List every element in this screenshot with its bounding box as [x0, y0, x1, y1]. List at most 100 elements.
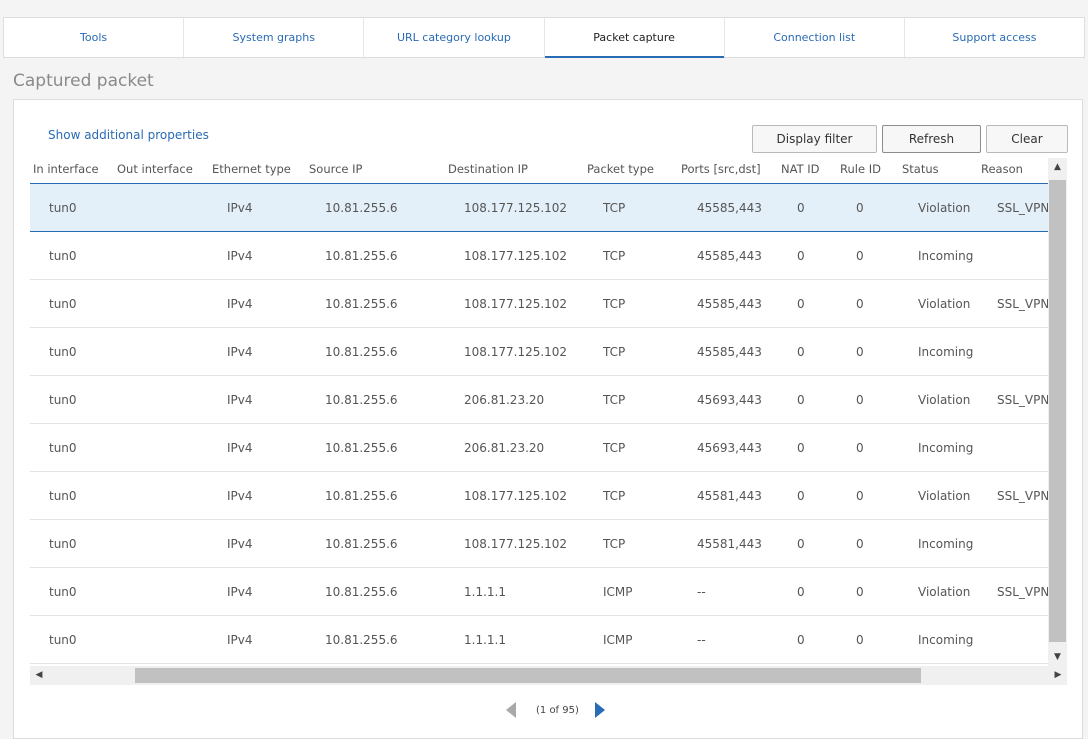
- cell-rule-id: 0: [856, 345, 864, 359]
- cell-destination-ip: 206.81.23.20: [464, 393, 545, 407]
- cell-nat-id: 0: [797, 441, 805, 455]
- table-row[interactable]: tun0 IPv4 10.81.255.6 1.1.1.1 ICMP -- 0 0 Incomi…: [30, 616, 1048, 664]
- packet-table: In interface Out interface Ethernet type…: [30, 158, 1048, 666]
- show-additional-properties-link[interactable]: Show additional properties: [48, 128, 209, 142]
- scroll-right-icon[interactable]: ▶: [1054, 670, 1062, 680]
- table-row[interactable]: tun0 IPv4 10.81.255.6 108.177.125.102 TCP 455…: [30, 280, 1048, 328]
- page-info: (1 of 95): [536, 704, 579, 716]
- scroll-up-icon[interactable]: ▲: [1054, 162, 1061, 172]
- cell-status: Violation: [918, 489, 971, 503]
- next-page-icon[interactable]: [594, 702, 605, 718]
- cell-ports: 45585,443: [697, 201, 762, 215]
- cell-reason: SSL_VPN: [997, 489, 1048, 503]
- cell-ethernet-type: IPv4: [227, 633, 253, 647]
- cell-nat-id: 0: [797, 537, 805, 551]
- cell-rule-id: 0: [856, 297, 864, 311]
- cell-status: Violation: [918, 585, 971, 599]
- tab-connection-list[interactable]: Connection list: [725, 18, 905, 57]
- cell-status: Incoming: [918, 249, 974, 263]
- tab-url-category-lookup[interactable]: URL category lookup: [364, 18, 545, 57]
- cell-packet-type: TCP: [603, 537, 626, 551]
- cell-packet-type: TCP: [603, 441, 626, 455]
- column-header-ethernet-type[interactable]: Ethernet type: [212, 162, 291, 176]
- cell-in-interface: tun0: [49, 537, 77, 551]
- column-header-packet-type[interactable]: Packet type: [587, 162, 654, 176]
- column-header-source-ip[interactable]: Source IP: [309, 162, 363, 176]
- cell-status: Violation: [918, 201, 971, 215]
- cell-ethernet-type: IPv4: [227, 441, 253, 455]
- vertical-scroll-thumb[interactable]: [1049, 180, 1066, 642]
- cell-source-ip: 10.81.255.6: [325, 297, 398, 311]
- cell-ports: 45585,443: [697, 345, 762, 359]
- tab-packet-capture[interactable]: Packet capture: [544, 18, 725, 58]
- cell-ports: 45585,443: [697, 249, 762, 263]
- table-row[interactable]: tun0 IPv4 10.81.255.6 1.1.1.1 ICMP -- 0 0 Violat…: [30, 568, 1048, 616]
- column-header-rule-id[interactable]: Rule ID: [840, 162, 881, 176]
- scroll-left-icon[interactable]: ◀: [35, 670, 43, 680]
- display-filter-button[interactable]: Display filter: [752, 125, 877, 153]
- cell-status: Incoming: [918, 345, 974, 359]
- table-row[interactable]: tun0 IPv4 10.81.255.6 206.81.23.20 TCP 45693,…: [30, 424, 1048, 472]
- column-header-in-interface[interactable]: In interface: [33, 162, 99, 176]
- cell-source-ip: 10.81.255.6: [325, 489, 398, 503]
- tab-system-graphs[interactable]: System graphs: [184, 18, 365, 57]
- cell-ports: --: [697, 633, 706, 647]
- cell-in-interface: tun0: [49, 249, 77, 263]
- cell-in-interface: tun0: [49, 585, 77, 599]
- cell-nat-id: 0: [797, 393, 805, 407]
- previous-page-icon[interactable]: [506, 702, 516, 718]
- cell-ethernet-type: IPv4: [227, 201, 253, 215]
- horizontal-scroll-thumb[interactable]: [135, 668, 921, 683]
- cell-packet-type: TCP: [603, 297, 626, 311]
- tab-support-access[interactable]: Support access: [952, 31, 1037, 44]
- cell-destination-ip: 1.1.1.1: [464, 585, 506, 599]
- column-header-out-interface[interactable]: Out interface: [117, 162, 193, 176]
- table-row[interactable]: tun0 IPv4 10.81.255.6 108.177.125.102 TCP 455…: [30, 232, 1048, 280]
- table-row[interactable]: tun0 IPv4 10.81.255.6 108.177.125.102 TCP 455…: [30, 472, 1048, 520]
- cell-packet-type: ICMP: [603, 585, 633, 599]
- column-header-reason[interactable]: Reason: [981, 162, 1023, 176]
- cell-destination-ip: 108.177.125.102: [464, 489, 568, 503]
- cell-rule-id: 0: [856, 249, 864, 263]
- cell-status: Incoming: [918, 633, 974, 647]
- table-row[interactable]: tun0 IPv4 10.81.255.6 108.177.125.102 TCP 455…: [30, 520, 1048, 568]
- cell-nat-id: 0: [797, 489, 805, 503]
- cell-status: Incoming: [918, 441, 974, 455]
- clear-button[interactable]: Clear: [986, 125, 1068, 153]
- cell-reason: SSL_VPN: [997, 393, 1048, 407]
- table-row[interactable]: tun0 IPv4 10.81.255.6 108.177.125.102 TCP 455…: [30, 328, 1048, 376]
- cell-ethernet-type: IPv4: [227, 393, 253, 407]
- column-header-ports[interactable]: Ports [src,dst]: [681, 162, 761, 176]
- tab-tools[interactable]: Tools: [4, 18, 185, 57]
- cell-ethernet-type: IPv4: [227, 489, 253, 503]
- cell-nat-id: 0: [797, 585, 805, 599]
- cell-status: Incoming: [918, 537, 974, 551]
- cell-packet-type: TCP: [603, 345, 626, 359]
- vertical-scrollbar[interactable]: ▲ ▼: [1048, 158, 1067, 666]
- horizontal-scrollbar[interactable]: ◀ ▶: [30, 666, 1067, 685]
- cell-source-ip: 10.81.255.6: [325, 393, 398, 407]
- cell-rule-id: 0: [856, 489, 864, 503]
- table-row[interactable]: tun0 IPv4 10.81.255.6 206.81.23.20 TCP 45693,…: [30, 376, 1048, 424]
- column-header-nat-id[interactable]: NAT ID: [781, 162, 820, 176]
- cell-ethernet-type: IPv4: [227, 345, 253, 359]
- column-header-destination-ip[interactable]: Destination IP: [448, 162, 528, 176]
- column-header-status[interactable]: Status: [902, 162, 939, 176]
- cell-reason: SSL_VPN: [997, 297, 1048, 311]
- cell-status: Violation: [918, 393, 971, 407]
- cell-packet-type: TCP: [603, 489, 626, 503]
- refresh-button[interactable]: Refresh: [882, 125, 981, 153]
- cell-ports: 45693,443: [697, 441, 762, 455]
- table-row[interactable]: tun0 IPv4 10.81.255.6 108.177.125.102 TCP 455…: [30, 184, 1048, 232]
- cell-source-ip: 10.81.255.6: [325, 345, 398, 359]
- cell-ports: 45693,443: [697, 393, 762, 407]
- cell-source-ip: 10.81.255.6: [325, 537, 398, 551]
- cell-destination-ip: 206.81.23.20: [464, 441, 545, 455]
- cell-rule-id: 0: [856, 201, 864, 215]
- cell-ports: 45585,443: [697, 297, 762, 311]
- cell-nat-id: 0: [797, 249, 805, 263]
- scroll-down-icon[interactable]: ▼: [1054, 652, 1061, 662]
- cell-ethernet-type: IPv4: [227, 249, 253, 263]
- cell-in-interface: tun0: [49, 441, 77, 455]
- pagination: (1 of 95): [506, 700, 605, 720]
